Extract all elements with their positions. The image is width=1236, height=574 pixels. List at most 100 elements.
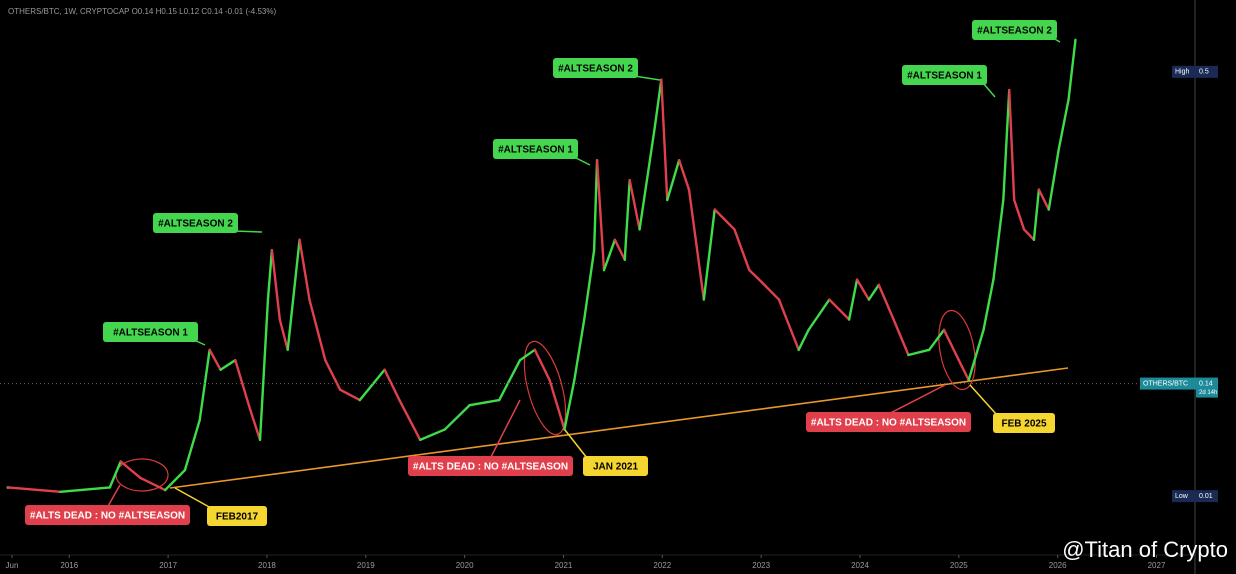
price-segment <box>498 358 522 402</box>
annotation-label: #ALTSEASON 1 <box>907 71 982 82</box>
annotation-box <box>553 58 638 78</box>
price-countdown: 2d 14h <box>1199 390 1217 396</box>
price-segment <box>163 468 187 492</box>
price-segment <box>623 178 631 261</box>
annotation-box <box>806 412 971 432</box>
price-segment <box>628 178 641 231</box>
annotation-arrow <box>633 75 661 81</box>
price-segment <box>139 476 167 492</box>
price-segment <box>1047 148 1060 211</box>
annotation-label: #ALTSEASON 1 <box>113 328 188 339</box>
price-segment <box>1032 188 1041 242</box>
annotation-label: #ALTS DEAD : NO #ALTSEASON <box>811 418 966 429</box>
price-segment <box>1008 88 1016 202</box>
price-segment <box>602 238 617 272</box>
price-segment <box>748 268 761 281</box>
price-segment <box>867 283 880 301</box>
price-segment <box>308 298 327 362</box>
price-segment <box>660 78 669 202</box>
price-segment <box>518 348 537 362</box>
x-tick-label: 2025 <box>950 561 968 570</box>
annotation-arrow <box>233 230 263 233</box>
price-segment <box>548 378 566 431</box>
annotation-label: #ALTS DEAD : NO #ALTSEASON <box>413 462 568 473</box>
price-segment <box>877 283 895 321</box>
annotation-label: FEB2017 <box>216 512 259 523</box>
annotation-box <box>408 456 573 476</box>
price-segment <box>198 348 211 422</box>
price-segment <box>713 208 736 231</box>
price-segment <box>266 249 274 301</box>
annotation-label: #ALTSEASON 2 <box>158 219 233 230</box>
price-segment <box>443 404 471 431</box>
x-tick-label: 2022 <box>653 561 671 570</box>
price-segment <box>6 486 62 493</box>
price-segment <box>298 238 311 301</box>
price-segment <box>248 408 262 442</box>
price-segment <box>687 188 706 301</box>
price-segment <box>927 328 946 351</box>
x-tick-label: 2016 <box>60 561 78 570</box>
price-value-box <box>1196 490 1218 503</box>
price-segment <box>702 208 716 301</box>
annotation-arrow <box>564 429 588 459</box>
annotation-label: #ALTSEASON 2 <box>977 26 1052 37</box>
price-segment <box>1002 88 1011 202</box>
price-segment <box>1012 198 1026 231</box>
price-segment <box>183 418 201 472</box>
price-segment <box>613 238 626 261</box>
price-segment <box>338 388 362 402</box>
price-segment <box>278 318 289 351</box>
price-segment <box>208 348 222 371</box>
annotation-box <box>207 506 267 526</box>
price-segment <box>418 428 447 442</box>
price-segment <box>757 278 781 301</box>
price-label-name: Low <box>1175 493 1189 500</box>
price-segment <box>383 368 401 402</box>
price-segment <box>892 318 910 357</box>
price-segment <box>533 348 551 382</box>
annotation-label: #ALTS DEAD : NO #ALTSEASON <box>30 511 185 522</box>
price-segment <box>847 278 859 321</box>
price-segment <box>942 328 961 362</box>
annotation-arrow <box>888 384 946 415</box>
price-segment <box>592 158 599 252</box>
price-segment <box>595 158 606 272</box>
x-tick-label: 2023 <box>752 561 770 570</box>
price-label-value: 0.14 <box>1199 380 1213 387</box>
price-segment <box>468 398 501 407</box>
price-segment <box>286 238 301 351</box>
chart-header: OTHERS/BTC, 1W, CRYPTOCAP O0.14 H0.15 L0… <box>8 7 276 16</box>
x-tick-label: 2027 <box>1148 561 1166 570</box>
price-segment <box>270 249 282 321</box>
price-segment <box>992 198 1005 281</box>
highlight-ellipse <box>938 309 976 391</box>
annotation-label: #ALTSEASON 2 <box>558 64 633 75</box>
annotation-arrow <box>174 487 212 509</box>
price-segment <box>119 460 142 480</box>
price-segment <box>855 278 871 301</box>
annotation-box <box>153 213 238 233</box>
price-segment <box>666 158 681 202</box>
annotation-box <box>993 413 1055 433</box>
price-segment <box>733 228 751 272</box>
price-label-box <box>1172 490 1196 503</box>
annotation-label: JAN 2021 <box>593 462 638 473</box>
price-segment <box>677 158 691 191</box>
x-tick-label: 2018 <box>258 561 276 570</box>
price-segment <box>258 298 270 442</box>
price-segment <box>1037 188 1050 211</box>
price-segment <box>398 398 422 442</box>
price-segment <box>234 358 252 411</box>
price-segment <box>777 298 800 351</box>
price-segment <box>828 298 851 321</box>
price-segment <box>797 328 810 351</box>
price-label-box <box>1172 65 1196 78</box>
annotation-label: FEB 2025 <box>1001 419 1046 430</box>
price-segment <box>108 460 122 489</box>
annotation-arrow <box>969 384 998 416</box>
price-segment <box>59 486 112 493</box>
price-segment <box>563 378 576 431</box>
